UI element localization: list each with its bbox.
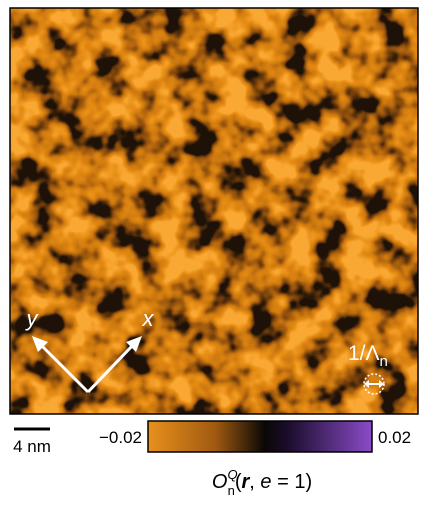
title-e: e [260, 471, 271, 493]
wavelength-marker [363, 373, 385, 395]
title-sup: Q [227, 467, 237, 482]
colorbar [147, 420, 373, 453]
map-frame [9, 7, 419, 415]
axis-y-label: y [25, 306, 40, 331]
title-r: r [241, 471, 250, 493]
title-open: ( [235, 471, 242, 493]
colorbar-title: OQ n(r, e = 1) [212, 467, 312, 498]
title-sub: n [228, 483, 235, 498]
axis-x-label: x [142, 306, 155, 331]
axes-arrows [32, 336, 142, 394]
colorbar-min-label: −0.02 [99, 428, 142, 447]
title-close: = 1) [272, 471, 313, 493]
title-comma: , [249, 471, 260, 493]
colorbar-max-label: 0.02 [378, 428, 411, 447]
wavelength-main: 1/Λ [348, 342, 380, 365]
scale-bar-label: 4 nm [13, 437, 51, 456]
wavelength-label: 1/Λn [348, 342, 388, 370]
map-texture [10, 8, 418, 414]
title-symbol: O [212, 471, 228, 493]
wavelength-sub: n [380, 353, 388, 370]
